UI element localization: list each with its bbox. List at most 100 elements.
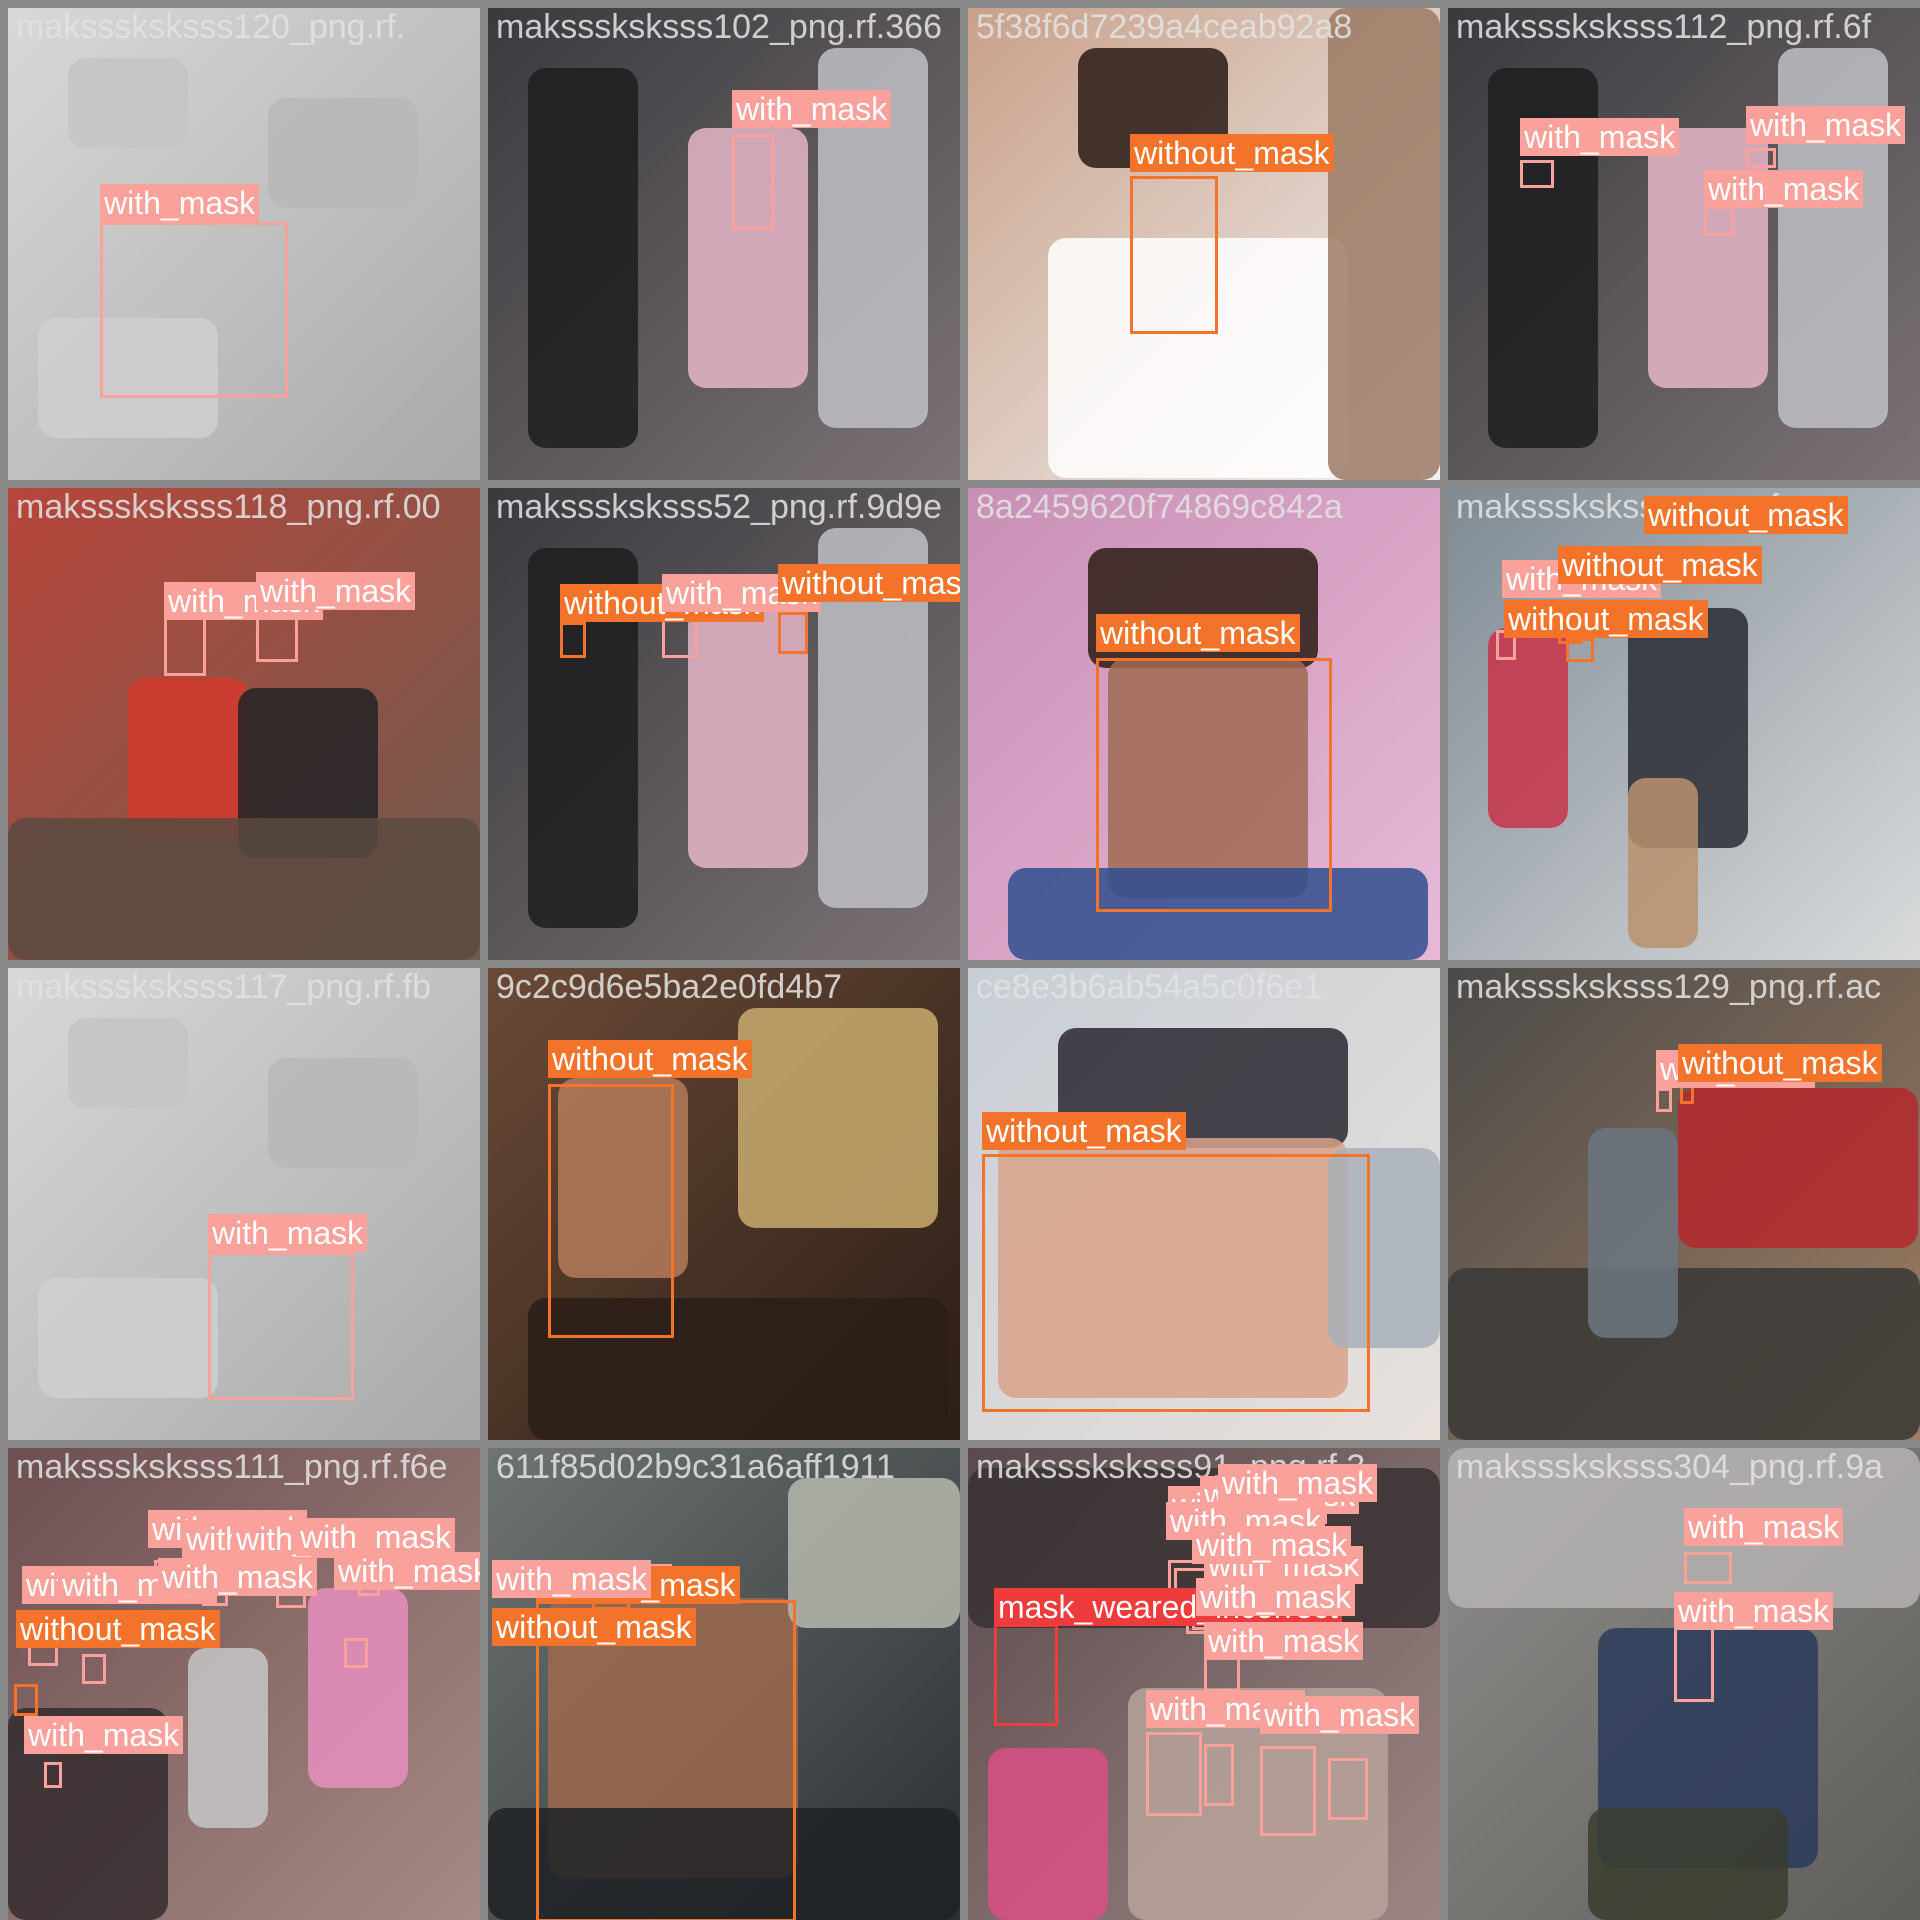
detection-box bbox=[1204, 1744, 1234, 1806]
detection-box bbox=[44, 1762, 62, 1788]
detection-label: with_mask bbox=[24, 1716, 184, 1754]
detection-label: with_mask bbox=[1520, 118, 1680, 156]
image-tile: maksssksksss102_png.rf.366 with_mask bbox=[488, 8, 960, 480]
detection-box bbox=[560, 622, 586, 658]
image-tile: 611f85d02b9c31a6aff1911 without_mask with_… bbox=[488, 1448, 960, 1920]
detection-label: with_mask bbox=[1704, 170, 1864, 208]
detection-box bbox=[982, 1154, 1370, 1412]
detection-box bbox=[1204, 1656, 1240, 1692]
image-tile: maksssksksss117_png.rf.fb with_mask bbox=[8, 968, 480, 1440]
detection-box bbox=[1704, 206, 1734, 236]
image-tile: maksssksksss120_png.rf. with_mask bbox=[8, 8, 480, 480]
detection-box bbox=[1656, 1088, 1672, 1112]
image-tile: maksssksksss52_png.rf.9d9ewithout_maskwi… bbox=[488, 488, 960, 960]
detection-label: without_mask bbox=[1504, 600, 1708, 638]
photo-background bbox=[968, 488, 1440, 960]
tile-filename: maksssksksss102_png.rf.366 bbox=[496, 8, 942, 46]
detection-label: with_mask bbox=[1674, 1592, 1834, 1630]
detection-label: with_mask bbox=[1746, 106, 1906, 144]
tile-filename: maksssksksss111_png.rf.f6e bbox=[16, 1448, 448, 1486]
detection-box bbox=[14, 1684, 38, 1716]
detection-label: with_mask bbox=[1684, 1508, 1844, 1546]
detection-box bbox=[1260, 1746, 1316, 1836]
tile-filename: 5f38f6d7239a4ceab92a8 bbox=[976, 8, 1353, 46]
detection-label: without_mask bbox=[1130, 134, 1334, 172]
image-tile: ce8e3b6ab54a5c0f6e1 without_mask bbox=[968, 968, 1440, 1440]
detection-box bbox=[548, 1084, 674, 1338]
detection-box bbox=[82, 1654, 106, 1684]
detection-label: with_mask bbox=[1196, 1578, 1356, 1616]
photo-background bbox=[488, 8, 960, 480]
detection-label: without_mask bbox=[16, 1610, 220, 1648]
detection-box bbox=[1684, 1552, 1732, 1584]
detection-box bbox=[1674, 1626, 1714, 1702]
detection-label: with_mask bbox=[256, 572, 416, 610]
tile-filename: maksssksksss52_png.rf.9d9e bbox=[496, 488, 942, 526]
tile-filename: 9c2c9d6e5ba2e0fd4b7 bbox=[496, 968, 842, 1006]
tile-filename: 8a2459620f74869c842a bbox=[976, 488, 1343, 526]
tile-filename: maksssksksss117_png.rf.fb bbox=[16, 968, 432, 1006]
detection-label: with_mask bbox=[492, 1560, 652, 1598]
detection-box bbox=[536, 1600, 796, 1920]
image-tile: maksssksksss91_png.rf.3 mask_weared_incor… bbox=[968, 1448, 1440, 1920]
detection-label: with_mask bbox=[1260, 1696, 1420, 1734]
tile-filename: maksssksksss118_png.rf.00 bbox=[16, 488, 441, 526]
photo-background bbox=[488, 488, 960, 960]
detection-label: without_mask bbox=[1096, 614, 1300, 652]
photo-background bbox=[968, 8, 1440, 480]
detection-label: without_mask bbox=[1644, 496, 1848, 534]
detection-label: with_mask bbox=[732, 90, 892, 128]
photo-background bbox=[8, 8, 480, 480]
detection-box bbox=[778, 612, 808, 654]
tile-filename: maksssksksss304_png.rf.9a bbox=[1456, 1448, 1884, 1486]
detection-label: without_mask bbox=[982, 1112, 1186, 1150]
detection-label: without_mask bbox=[1558, 546, 1762, 584]
detection-label: with_mask bbox=[1218, 1464, 1378, 1502]
tile-filename: maksssksksss112_png.rf.6f bbox=[1456, 8, 1872, 46]
detection-box bbox=[164, 616, 206, 676]
detection-box bbox=[1746, 148, 1776, 168]
detection-label: with_mask bbox=[100, 184, 260, 222]
photo-background bbox=[1448, 8, 1920, 480]
tile-filename: maksssksksss129_png.rf.ac bbox=[1456, 968, 1882, 1006]
tile-filename: maksssksksss120_png.rf. bbox=[16, 8, 406, 46]
detection-label: without_mask bbox=[778, 564, 960, 602]
image-tile: 8a2459620f74869c842a without_mask bbox=[968, 488, 1440, 960]
image-tile: maksssksksss112_png.rf.6f with_mask with_m… bbox=[1448, 8, 1920, 480]
detection-box bbox=[344, 1638, 368, 1668]
detection-box bbox=[100, 222, 288, 398]
detection-box bbox=[994, 1624, 1058, 1726]
detection-label: with_mask bbox=[1192, 1526, 1352, 1564]
image-tile: maksssksksss111_png.rf.f6e with_mask with_… bbox=[8, 1448, 480, 1920]
detection-label: with_mask bbox=[158, 1558, 318, 1596]
detection-label: without_mask bbox=[1678, 1044, 1882, 1082]
image-tile: 5f38f6d7239a4ceab92a8 without_mask bbox=[968, 8, 1440, 480]
detection-box bbox=[1096, 658, 1332, 912]
detection-box bbox=[1566, 638, 1594, 662]
detection-label: with_mask bbox=[334, 1552, 480, 1590]
detection-label: without_mask bbox=[492, 1608, 696, 1646]
detection-box bbox=[1146, 1732, 1202, 1816]
photo-background bbox=[968, 968, 1440, 1440]
tile-filename: ce8e3b6ab54a5c0f6e1 bbox=[976, 968, 1322, 1006]
detection-box bbox=[1520, 160, 1554, 188]
image-tile: maksssksksss_png.rf.cewith_maskwithout_m… bbox=[1448, 488, 1920, 960]
photo-background bbox=[8, 968, 480, 1440]
image-tile: maksssksksss304_png.rf.9a with_mask with_m… bbox=[1448, 1448, 1920, 1920]
image-tile: maksssksksss129_png.rf.acwith_maskwithou… bbox=[1448, 968, 1920, 1440]
detection-box bbox=[1328, 1758, 1368, 1820]
detection-label: with_mask bbox=[208, 1214, 368, 1252]
photo-background bbox=[8, 488, 480, 960]
tile-filename: 611f85d02b9c31a6aff1911 bbox=[496, 1448, 895, 1486]
detection-box bbox=[732, 134, 774, 230]
photo-background bbox=[488, 1448, 960, 1920]
image-tile: 9c2c9d6e5ba2e0fd4b7 without_mask bbox=[488, 968, 960, 1440]
detection-label: without_mask bbox=[548, 1040, 752, 1078]
photo-background bbox=[1448, 968, 1920, 1440]
detection-box bbox=[1130, 176, 1218, 334]
detection-box bbox=[208, 1252, 354, 1400]
detection-label: with_mask bbox=[296, 1518, 456, 1556]
detection-label: with_mask bbox=[1204, 1622, 1364, 1660]
image-tile: maksssksksss118_png.rf.00 with_mask with_m… bbox=[8, 488, 480, 960]
